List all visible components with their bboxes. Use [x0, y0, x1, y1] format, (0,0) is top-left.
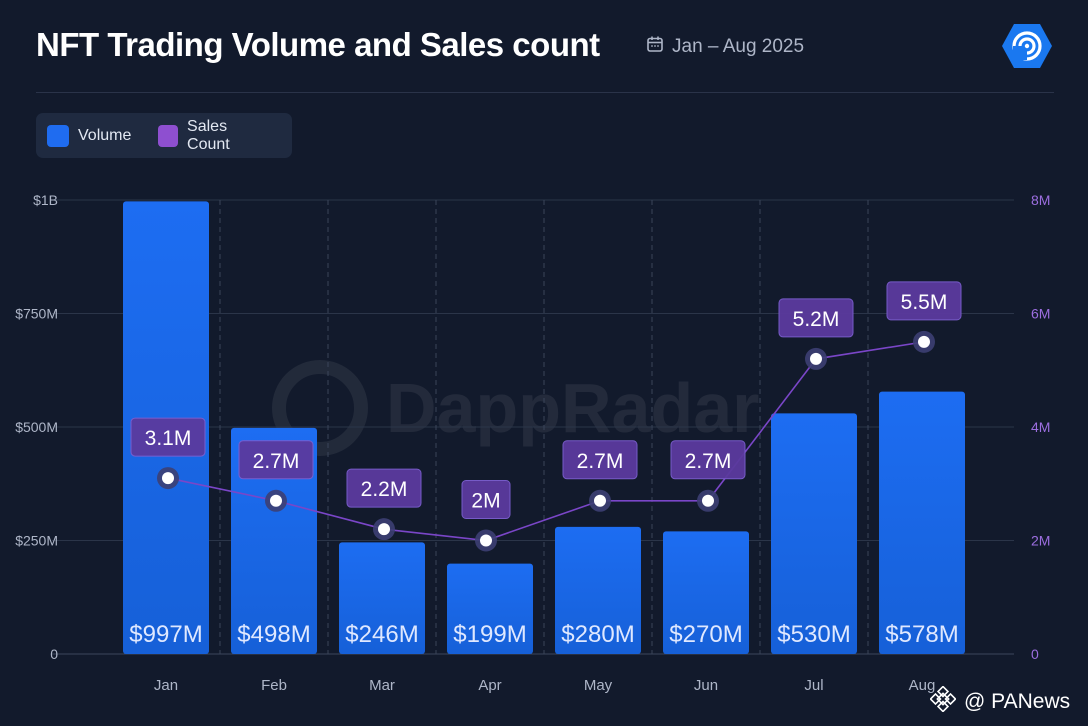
y-right-tick-label: 2M	[1031, 533, 1050, 549]
point-apr	[480, 534, 492, 547]
data-label-box	[670, 440, 746, 480]
binance-diamond-icon	[929, 685, 957, 718]
bar-mar	[339, 542, 425, 654]
y-left-tick-label: $1B	[33, 192, 58, 208]
dappradar-logo-icon	[1001, 22, 1053, 70]
y-left-tick-label: $250M	[15, 533, 58, 549]
x-tick-label: Mar	[369, 677, 395, 694]
chart-title: NFT Trading Volume and Sales count	[36, 26, 600, 63]
y-left-tick-label: $750M	[15, 306, 58, 322]
legend-swatch-volume	[47, 124, 69, 147]
bar-jul	[771, 413, 857, 654]
line-value-label: 5.5M	[901, 291, 948, 314]
bar-value-label: $246M	[345, 621, 418, 648]
date-range-text: Jan – Aug 2025	[672, 36, 805, 57]
line-value-label: 2.2M	[361, 478, 408, 501]
sales-count-line	[167, 341, 925, 542]
source-credit: @ PANews	[929, 685, 1071, 718]
point-jan	[162, 472, 174, 485]
line-value-label: 3.1M	[145, 427, 192, 450]
y-left-tick-label: $500M	[15, 419, 58, 435]
legend-item-sales-count[interactable]: Sales Count	[158, 118, 265, 154]
bar-value-label: $498M	[237, 621, 310, 648]
line-value-label: 2.7M	[577, 450, 624, 473]
x-tick-label: Jun	[694, 677, 718, 694]
legend-label-volume: Volume	[78, 126, 132, 144]
bar-value-label: $997M	[129, 621, 202, 648]
y-right-tick-label: 8M	[1031, 192, 1050, 208]
x-tick-label: Apr	[478, 677, 501, 694]
y-left-tick-label: 0	[50, 646, 58, 662]
legend: Volume Sales Count	[36, 113, 292, 158]
data-label-box	[346, 468, 422, 508]
x-tick-label: Jul	[804, 677, 823, 694]
bar-aug	[879, 391, 965, 654]
bar-apr	[447, 563, 533, 654]
point-jun	[702, 494, 714, 507]
data-label-box	[778, 298, 854, 338]
x-tick-label: Jan	[154, 677, 178, 694]
data-label-box	[238, 440, 314, 480]
credit-text: @ PANews	[964, 690, 1071, 713]
point-jul	[810, 352, 822, 365]
legend-item-volume[interactable]: Volume	[47, 124, 132, 147]
line-value-label: 2.7M	[253, 450, 300, 473]
calendar-icon	[646, 35, 664, 59]
date-range: Jan – Aug 2025	[646, 35, 804, 59]
data-label-box	[562, 440, 638, 480]
data-label-box	[886, 281, 962, 321]
point-aug	[918, 335, 930, 348]
header-divider	[36, 92, 1054, 93]
x-tick-label: Aug	[909, 677, 936, 694]
bar-value-label: $280M	[561, 621, 634, 648]
data-label-box	[461, 480, 511, 519]
line-value-label: 2M	[471, 490, 500, 513]
point-feb	[270, 494, 282, 507]
point-may	[594, 494, 606, 507]
x-tick-label: May	[584, 677, 613, 694]
bar-value-label: $578M	[885, 621, 958, 648]
bar-value-label: $270M	[669, 621, 742, 648]
bar-may	[555, 526, 641, 654]
bar-value-label: $530M	[777, 621, 850, 648]
bar-feb	[231, 427, 317, 654]
bar-jun	[663, 531, 749, 654]
legend-label-sales-count: Sales Count	[187, 117, 230, 153]
line-value-label: 2.7M	[685, 450, 732, 473]
y-right-tick-label: 0	[1031, 646, 1039, 662]
y-right-tick-label: 4M	[1031, 419, 1050, 435]
line-value-label: 5.2M	[793, 308, 840, 331]
bar-value-label: $199M	[453, 621, 526, 648]
x-tick-label: Feb	[261, 677, 287, 694]
point-mar	[378, 523, 390, 536]
data-label-box	[130, 417, 206, 457]
watermark-text: DappRadar	[386, 369, 760, 447]
y-right-tick-label: 6M	[1031, 306, 1050, 322]
legend-swatch-sales-count	[158, 124, 179, 147]
